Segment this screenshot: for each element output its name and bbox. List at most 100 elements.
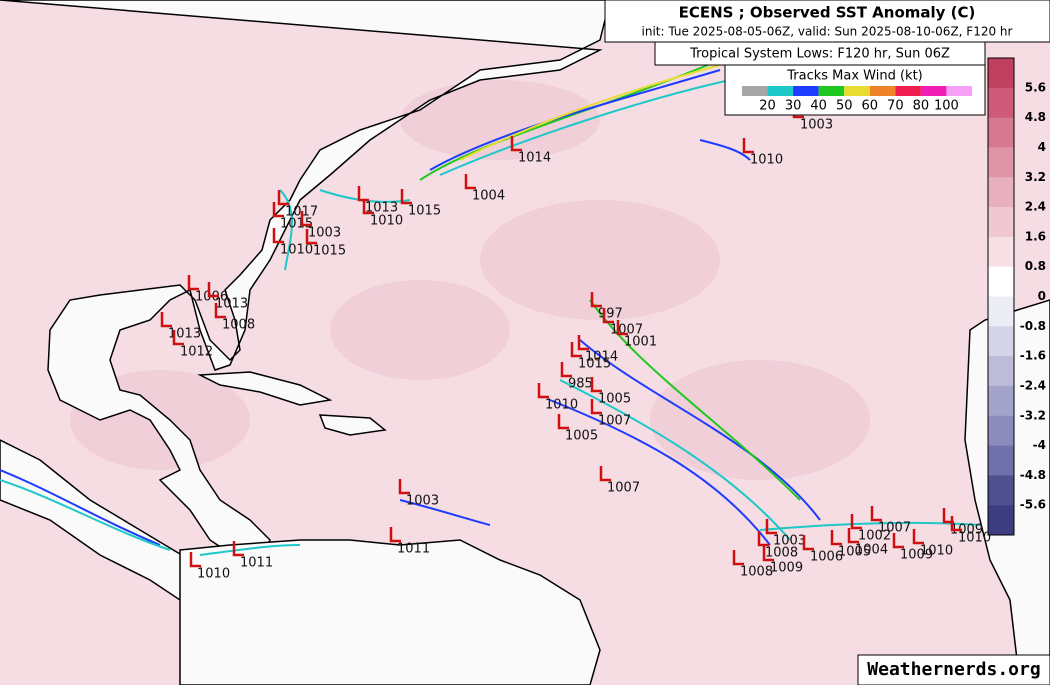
low-marker (942, 508, 954, 524)
colorbar-swatch (988, 236, 1014, 268)
low-marker (560, 362, 572, 378)
low-label: 1003 (773, 534, 806, 549)
wind-swatch (742, 86, 768, 96)
wind-swatch (767, 86, 794, 96)
colorbar-label: -4.8 (1020, 468, 1046, 482)
low-label: 1015 (578, 357, 611, 372)
low-marker (590, 377, 602, 393)
low-marker (602, 308, 614, 324)
low-marker (537, 383, 549, 399)
colorbar-swatch (988, 87, 1014, 119)
colorbar-label: 2.4 (1025, 200, 1046, 214)
low-marker (847, 528, 859, 544)
lows-title: Tropical System Lows: F120 hr, Sun 06Z (689, 47, 950, 62)
low-label: 1004 (472, 189, 505, 204)
low-label: 1006 (810, 550, 843, 565)
colorbar-frame (987, 57, 1015, 536)
low-marker (357, 186, 369, 202)
low-marker (870, 506, 882, 522)
wind-title: Tracks Max Wind (kt) (786, 69, 923, 84)
low-marker (742, 138, 754, 154)
low-marker (577, 335, 589, 351)
low-label: 1008 (222, 318, 255, 333)
low-marker (277, 190, 289, 206)
low-label: 1013 (168, 327, 201, 342)
low-marker (732, 550, 744, 566)
colorbar-label: -3.2 (1020, 408, 1046, 422)
colorbar-swatch (988, 385, 1014, 417)
low-marker (850, 514, 862, 530)
low-marker (172, 330, 184, 346)
low-label: 1015 (313, 244, 346, 259)
colorbar-label: 0.8 (1025, 259, 1046, 273)
low-label: 1010 (545, 398, 578, 413)
low-label: 1011 (240, 556, 273, 571)
low-marker (464, 174, 476, 190)
colorbar-swatch (988, 505, 1014, 536)
low-marker (912, 529, 924, 545)
wind-swatch (895, 86, 921, 96)
colorbar-label: 0 (1038, 289, 1046, 303)
low-label: 1014 (518, 151, 551, 166)
colorbar-swatch (988, 207, 1014, 238)
wind-swatch (920, 86, 947, 96)
colorbar-label: 4.8 (1025, 110, 1046, 124)
wind-label: 60 (862, 99, 879, 114)
lows: 1003101010141004101510101013101710151003… (160, 103, 991, 582)
low-marker (207, 282, 219, 298)
low-marker (892, 533, 904, 549)
title-box (604, 0, 1050, 43)
low-label: 1009 (950, 523, 983, 538)
low-marker (590, 399, 602, 415)
low-label: 1013 (215, 297, 248, 312)
low-marker (214, 303, 226, 319)
low-marker (830, 530, 842, 546)
colorbar-label: -2.4 (1020, 378, 1046, 392)
low-marker (300, 211, 312, 227)
low-label: 997 (598, 307, 623, 322)
colorbar-swatch (988, 177, 1014, 208)
colorbar-swatch (988, 266, 1014, 297)
low-label: 1001 (624, 335, 657, 350)
low-label: 1005 (838, 545, 871, 560)
subtitle: init: Tue 2025-08-05-06Z, valid: Sun 202… (642, 25, 1013, 39)
low-marker (160, 312, 172, 328)
low-marker (232, 541, 244, 557)
tracks (0, 59, 981, 556)
low-label: 1009 (770, 561, 803, 576)
wind-label: 100 (934, 99, 959, 114)
colorbar-swatch (988, 147, 1014, 178)
colorbar-label: 4 (1038, 140, 1046, 154)
low-marker (187, 275, 199, 291)
low-label: 985 (568, 377, 593, 392)
low-label: 1005 (598, 392, 631, 407)
wind-label: 20 (759, 99, 776, 114)
low-marker (272, 228, 284, 244)
colorbar-label: -1.6 (1020, 349, 1046, 363)
low-label: 1003 (800, 118, 833, 133)
colorbar-swatch (988, 117, 1014, 148)
wind-swatch (844, 86, 870, 96)
colorbar-swatch (988, 58, 1014, 89)
wind-swatch (946, 86, 972, 96)
low-label: 1010 (920, 544, 953, 559)
low-label: 1005 (565, 429, 598, 444)
colorbar-swatch (988, 415, 1014, 447)
low-label: 1007 (878, 521, 911, 536)
low-label: 1007 (598, 414, 631, 429)
low-marker (398, 479, 410, 495)
low-label: 1015 (280, 217, 313, 232)
low-marker (510, 136, 522, 152)
low-marker (590, 292, 602, 308)
low-label: 1002 (858, 529, 891, 544)
wind-label: 40 (810, 99, 827, 114)
low-label: 1010 (958, 531, 991, 546)
title: ECENS ; Observed SST Anomaly (C) (679, 4, 976, 22)
low-marker (765, 519, 777, 535)
colorbar-label: 5.6 (1025, 80, 1046, 94)
low-label: 1004 (855, 543, 888, 558)
low-marker (272, 202, 284, 218)
low-label: 1014 (585, 350, 618, 365)
low-label: 1015 (408, 204, 441, 219)
